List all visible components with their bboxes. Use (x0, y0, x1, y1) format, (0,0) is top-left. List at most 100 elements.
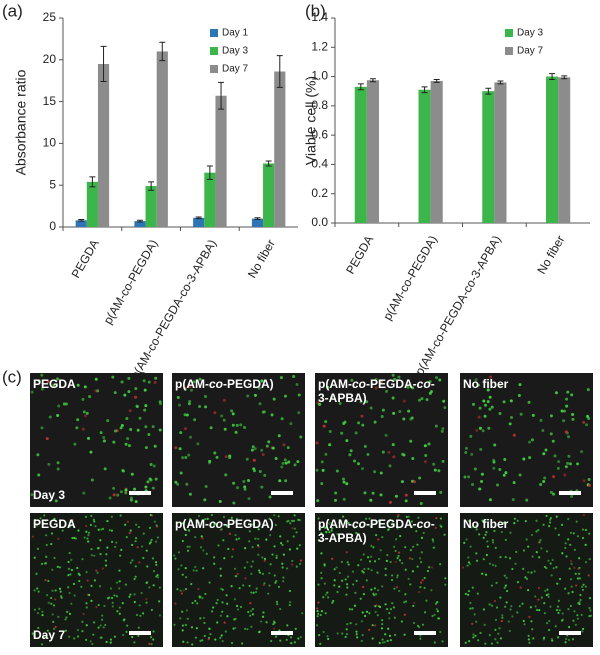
cell-dot (110, 529, 114, 532)
cell-dot (464, 641, 467, 644)
cell-dot (350, 378, 354, 382)
cell-dot (221, 610, 224, 613)
cell-dot (390, 574, 394, 577)
cell-dot (578, 572, 581, 575)
cell-dot (404, 593, 407, 596)
cell-dot (352, 583, 355, 586)
cell-dot (286, 446, 290, 450)
cell-dot (62, 402, 66, 406)
cell-dot (214, 522, 217, 526)
cell-dot (252, 458, 256, 462)
cell-dot (560, 523, 564, 527)
cell-dot (577, 567, 580, 571)
cell-dot (417, 398, 421, 402)
cell-dot (251, 560, 254, 563)
cell-dot (401, 452, 405, 456)
cell-dot (354, 591, 357, 594)
cell-dot (208, 459, 212, 463)
cell-dot (127, 444, 131, 448)
cell-dot (185, 482, 189, 486)
cell-dot (516, 519, 519, 522)
cell-dot (267, 592, 270, 595)
cell-dot (379, 549, 382, 552)
cell-dot (353, 604, 357, 607)
cell-dot (360, 620, 364, 623)
cell-dot (174, 557, 177, 560)
cell-dot (265, 621, 268, 624)
cell-dot (404, 493, 408, 497)
cell-dot (275, 579, 278, 583)
cell-dot (320, 460, 324, 464)
cell-dot (326, 386, 330, 390)
cell-dot (319, 527, 322, 531)
title-part: - (431, 377, 435, 391)
cell-dot (106, 419, 110, 423)
legend-label: Day 1 (222, 28, 249, 39)
cell-dot (68, 591, 71, 595)
cell-dot (397, 554, 400, 558)
cell-dot (569, 543, 572, 546)
cell-dot (123, 618, 126, 621)
cell-dot (467, 520, 470, 523)
cell-dot (550, 574, 553, 577)
cell-dot (425, 599, 428, 602)
cell-dot (384, 567, 387, 570)
cell-dot (416, 543, 419, 546)
x-tick-label: p(AM-co-PEGDA) (380, 233, 440, 323)
cell-dot (588, 532, 591, 535)
cell-dot (226, 602, 229, 605)
cell-dot (81, 620, 84, 624)
cell-dot (525, 577, 529, 581)
cell-dot (398, 589, 401, 593)
cell-dot (97, 626, 100, 629)
cell-dot (375, 604, 378, 607)
cell-dot (158, 600, 161, 603)
cell-dot (368, 517, 371, 520)
cell-dot (503, 574, 506, 577)
micrograph-title: PEGDA (33, 377, 76, 391)
bar (204, 172, 216, 227)
cell-dot (275, 600, 279, 603)
cell-dot (292, 535, 295, 538)
cell-dot (396, 557, 399, 560)
cell-dot (380, 414, 384, 418)
cell-dot (120, 380, 124, 384)
cell-dot (151, 425, 155, 429)
cell-dot (118, 587, 121, 590)
cell-dot (224, 630, 227, 633)
cell-dot (377, 519, 380, 522)
cell-dot (246, 394, 250, 398)
cell-dot (57, 537, 60, 541)
y-tick-label: 5 (49, 177, 56, 191)
cell-dot (258, 571, 262, 574)
cell-dot (70, 568, 73, 572)
cell-dot (82, 491, 86, 495)
cell-dot (320, 552, 323, 555)
cell-dot (474, 634, 477, 637)
cell-dot (567, 454, 571, 458)
cell-dot (90, 599, 93, 602)
cell-dot (87, 531, 91, 534)
cell-dot (279, 639, 282, 642)
cell-dot (498, 383, 502, 387)
cell-dot (189, 388, 193, 392)
cell-dot (44, 534, 48, 537)
cell-dot (340, 560, 343, 564)
cell-dot (70, 602, 73, 605)
cell-dot (82, 410, 86, 414)
cell-dot (142, 532, 145, 535)
cell-dot (402, 417, 406, 421)
cell-dot (133, 593, 136, 596)
cell-dot (388, 500, 392, 504)
cell-dot (398, 409, 402, 413)
cell-dot (509, 399, 513, 403)
cell-dot (92, 621, 96, 624)
cell-dot (478, 487, 482, 491)
micrograph-bg (172, 373, 305, 507)
cell-dot (386, 639, 389, 642)
cell-dot (208, 627, 211, 630)
cell-dot (433, 613, 436, 616)
cell-dot (295, 531, 298, 534)
cell-dot (50, 532, 54, 535)
